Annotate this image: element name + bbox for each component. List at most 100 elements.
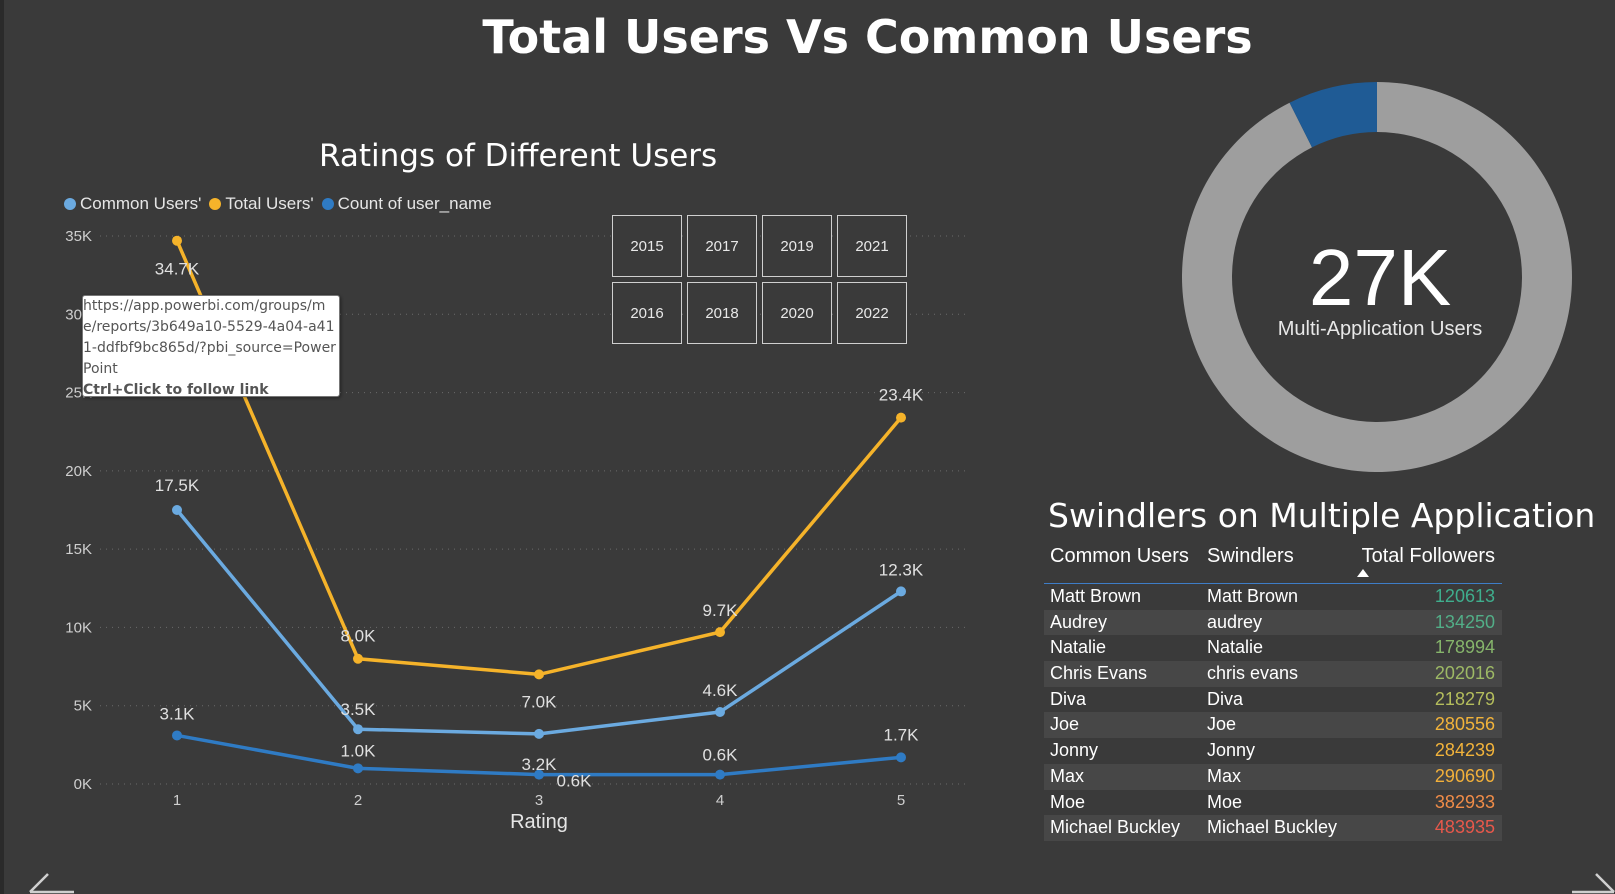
table-row[interactable]: Michael Buckley Michael Buckley 483935 — [1044, 815, 1502, 841]
data-point — [534, 669, 544, 680]
table-row[interactable]: Chris Evans chris evans 202016 — [1044, 661, 1502, 687]
year-tile[interactable]: 2022 — [837, 282, 907, 344]
cell-total-followers: 483935 — [1434, 817, 1495, 838]
table-row[interactable]: Audrey audrey 134250 — [1044, 609, 1502, 636]
data-label: 23.4K — [879, 386, 924, 405]
cell-swindler: audrey — [1207, 611, 1263, 632]
chart-title: Ratings of Different Users — [319, 138, 718, 174]
page-title: Total Users Vs Common Users — [482, 10, 1253, 64]
cell-common-user: Moe — [1050, 791, 1086, 812]
cell-swindler: Diva — [1207, 688, 1244, 709]
cell-total-followers: 134250 — [1434, 611, 1495, 632]
data-label: 9.7K — [703, 601, 739, 620]
cell-total-followers: 284239 — [1434, 740, 1495, 761]
table-title: Swindlers on Multiple Application — [1048, 496, 1596, 535]
data-label: 1.0K — [341, 741, 377, 760]
data-point — [172, 235, 182, 246]
left-edge — [0, 0, 4, 894]
data-point — [534, 728, 544, 739]
y-tick-label: 15K — [65, 541, 92, 558]
x-tick-label: 2 — [354, 792, 362, 809]
tooltip-url[interactable]: https://app.powerbi.com/groups/me/report… — [83, 298, 336, 377]
data-point — [534, 769, 544, 780]
cell-swindler: Jonny — [1207, 740, 1256, 761]
cell-common-user: Max — [1050, 765, 1085, 786]
data-label: 12.3K — [879, 560, 924, 579]
cell-common-user: Michael Buckley — [1050, 817, 1181, 838]
data-point — [353, 653, 363, 664]
year-tile[interactable]: 2016 — [612, 282, 682, 344]
table-row[interactable]: Diva Diva 218279 — [1044, 686, 1502, 713]
chart-legend: Common Users' Total Users' Count of user_n… — [64, 194, 492, 214]
link-tooltip[interactable]: https://app.powerbi.com/groups/me/report… — [82, 295, 340, 397]
data-label: 3.5K — [341, 700, 377, 719]
data-point — [715, 769, 725, 780]
cell-swindler: Moe — [1207, 791, 1243, 812]
cell-total-followers: 280556 — [1434, 714, 1495, 735]
data-label: 4.6K — [703, 681, 739, 700]
cell-total-followers: 202016 — [1434, 663, 1495, 684]
next-page-arrow-icon[interactable] — [1570, 870, 1615, 894]
table-row[interactable]: Natalie Natalie 178994 — [1044, 635, 1502, 662]
cell-total-followers: 178994 — [1434, 637, 1495, 658]
cell-swindler: chris evans — [1207, 663, 1299, 684]
data-label: 3.1K — [160, 704, 196, 723]
table-row[interactable]: Jonny Jonny 284239 — [1044, 738, 1502, 764]
year-tile[interactable]: 2019 — [762, 215, 832, 277]
legend-label: Count of user_name — [337, 194, 492, 213]
legend-item[interactable]: Common Users' — [64, 194, 201, 214]
year-tile[interactable]: 2020 — [762, 282, 832, 344]
table-row[interactable]: Matt Brown Matt Brown 120613 — [1044, 584, 1502, 610]
year-tile[interactable]: 2018 — [687, 282, 757, 344]
year-tile[interactable]: 2017 — [687, 215, 757, 277]
data-point — [896, 586, 906, 597]
cell-common-user: Natalie — [1050, 637, 1107, 658]
year-tile[interactable]: 2015 — [612, 215, 682, 277]
swindlers-table: Common Users Swindlers Total Followers M… — [1044, 543, 1502, 841]
header-total-followers[interactable]: Total Followers — [1361, 545, 1495, 567]
legend-label: Common Users' — [80, 194, 202, 213]
year-tile[interactable]: 2021 — [837, 215, 907, 277]
data-label: 0.6K — [703, 746, 739, 765]
data-point — [172, 730, 182, 741]
header-swindlers[interactable]: Swindlers — [1207, 545, 1294, 567]
cell-total-followers: 290690 — [1434, 765, 1495, 786]
legend-dot-icon — [64, 198, 76, 210]
table-row[interactable]: Max Max 290690 — [1044, 763, 1502, 790]
cell-swindler: Natalie — [1207, 637, 1264, 658]
legend-item[interactable]: Total Users' — [209, 194, 314, 214]
data-label: 17.5K — [155, 476, 200, 495]
donut-label: Multi-Application Users — [1277, 318, 1483, 340]
year-slicer: 2015 2017 2019 2021 2016 2018 2020 2022 — [612, 215, 907, 344]
table-header: Common Users Swindlers Total Followers — [1044, 543, 1502, 584]
x-axis-title: Rating — [510, 811, 568, 833]
previous-page-arrow-icon[interactable] — [26, 870, 76, 894]
data-label: 0.6K — [557, 772, 593, 791]
data-point — [896, 412, 906, 423]
cell-swindler: Matt Brown — [1207, 586, 1299, 606]
legend-item[interactable]: Count of user_name — [321, 194, 492, 214]
header-common-users[interactable]: Common Users — [1050, 545, 1189, 567]
tooltip-hint: Ctrl+Click to follow link — [83, 382, 269, 397]
x-tick-label: 3 — [535, 792, 543, 809]
y-tick-label: 35K — [65, 228, 92, 245]
table-body: Matt Brown Matt Brown 120613 Audrey audrey 13… — [1044, 584, 1502, 841]
data-point — [715, 627, 725, 638]
table-row[interactable]: Joe Joe 280556 — [1044, 712, 1502, 739]
cell-common-user: Joe — [1050, 714, 1080, 735]
table-row[interactable]: Moe Moe 382933 — [1044, 789, 1502, 816]
cell-common-user: Jonny — [1050, 740, 1099, 761]
cell-total-followers: 218279 — [1434, 688, 1495, 709]
data-label: 34.7K — [155, 260, 200, 279]
sort-ascending-icon[interactable] — [1357, 569, 1369, 577]
cell-swindler: Max — [1207, 765, 1242, 786]
y-tick-label: 5K — [74, 698, 92, 715]
data-label: 7.0K — [522, 692, 558, 711]
cell-common-user: Audrey — [1050, 611, 1108, 632]
cell-swindler: Michael Buckley — [1207, 817, 1338, 838]
y-tick-label: 10K — [65, 619, 92, 636]
cell-common-user: Matt Brown — [1050, 586, 1142, 606]
cell-common-user: Diva — [1050, 688, 1087, 709]
data-label: 8.0K — [341, 627, 377, 646]
data-point — [896, 752, 906, 763]
